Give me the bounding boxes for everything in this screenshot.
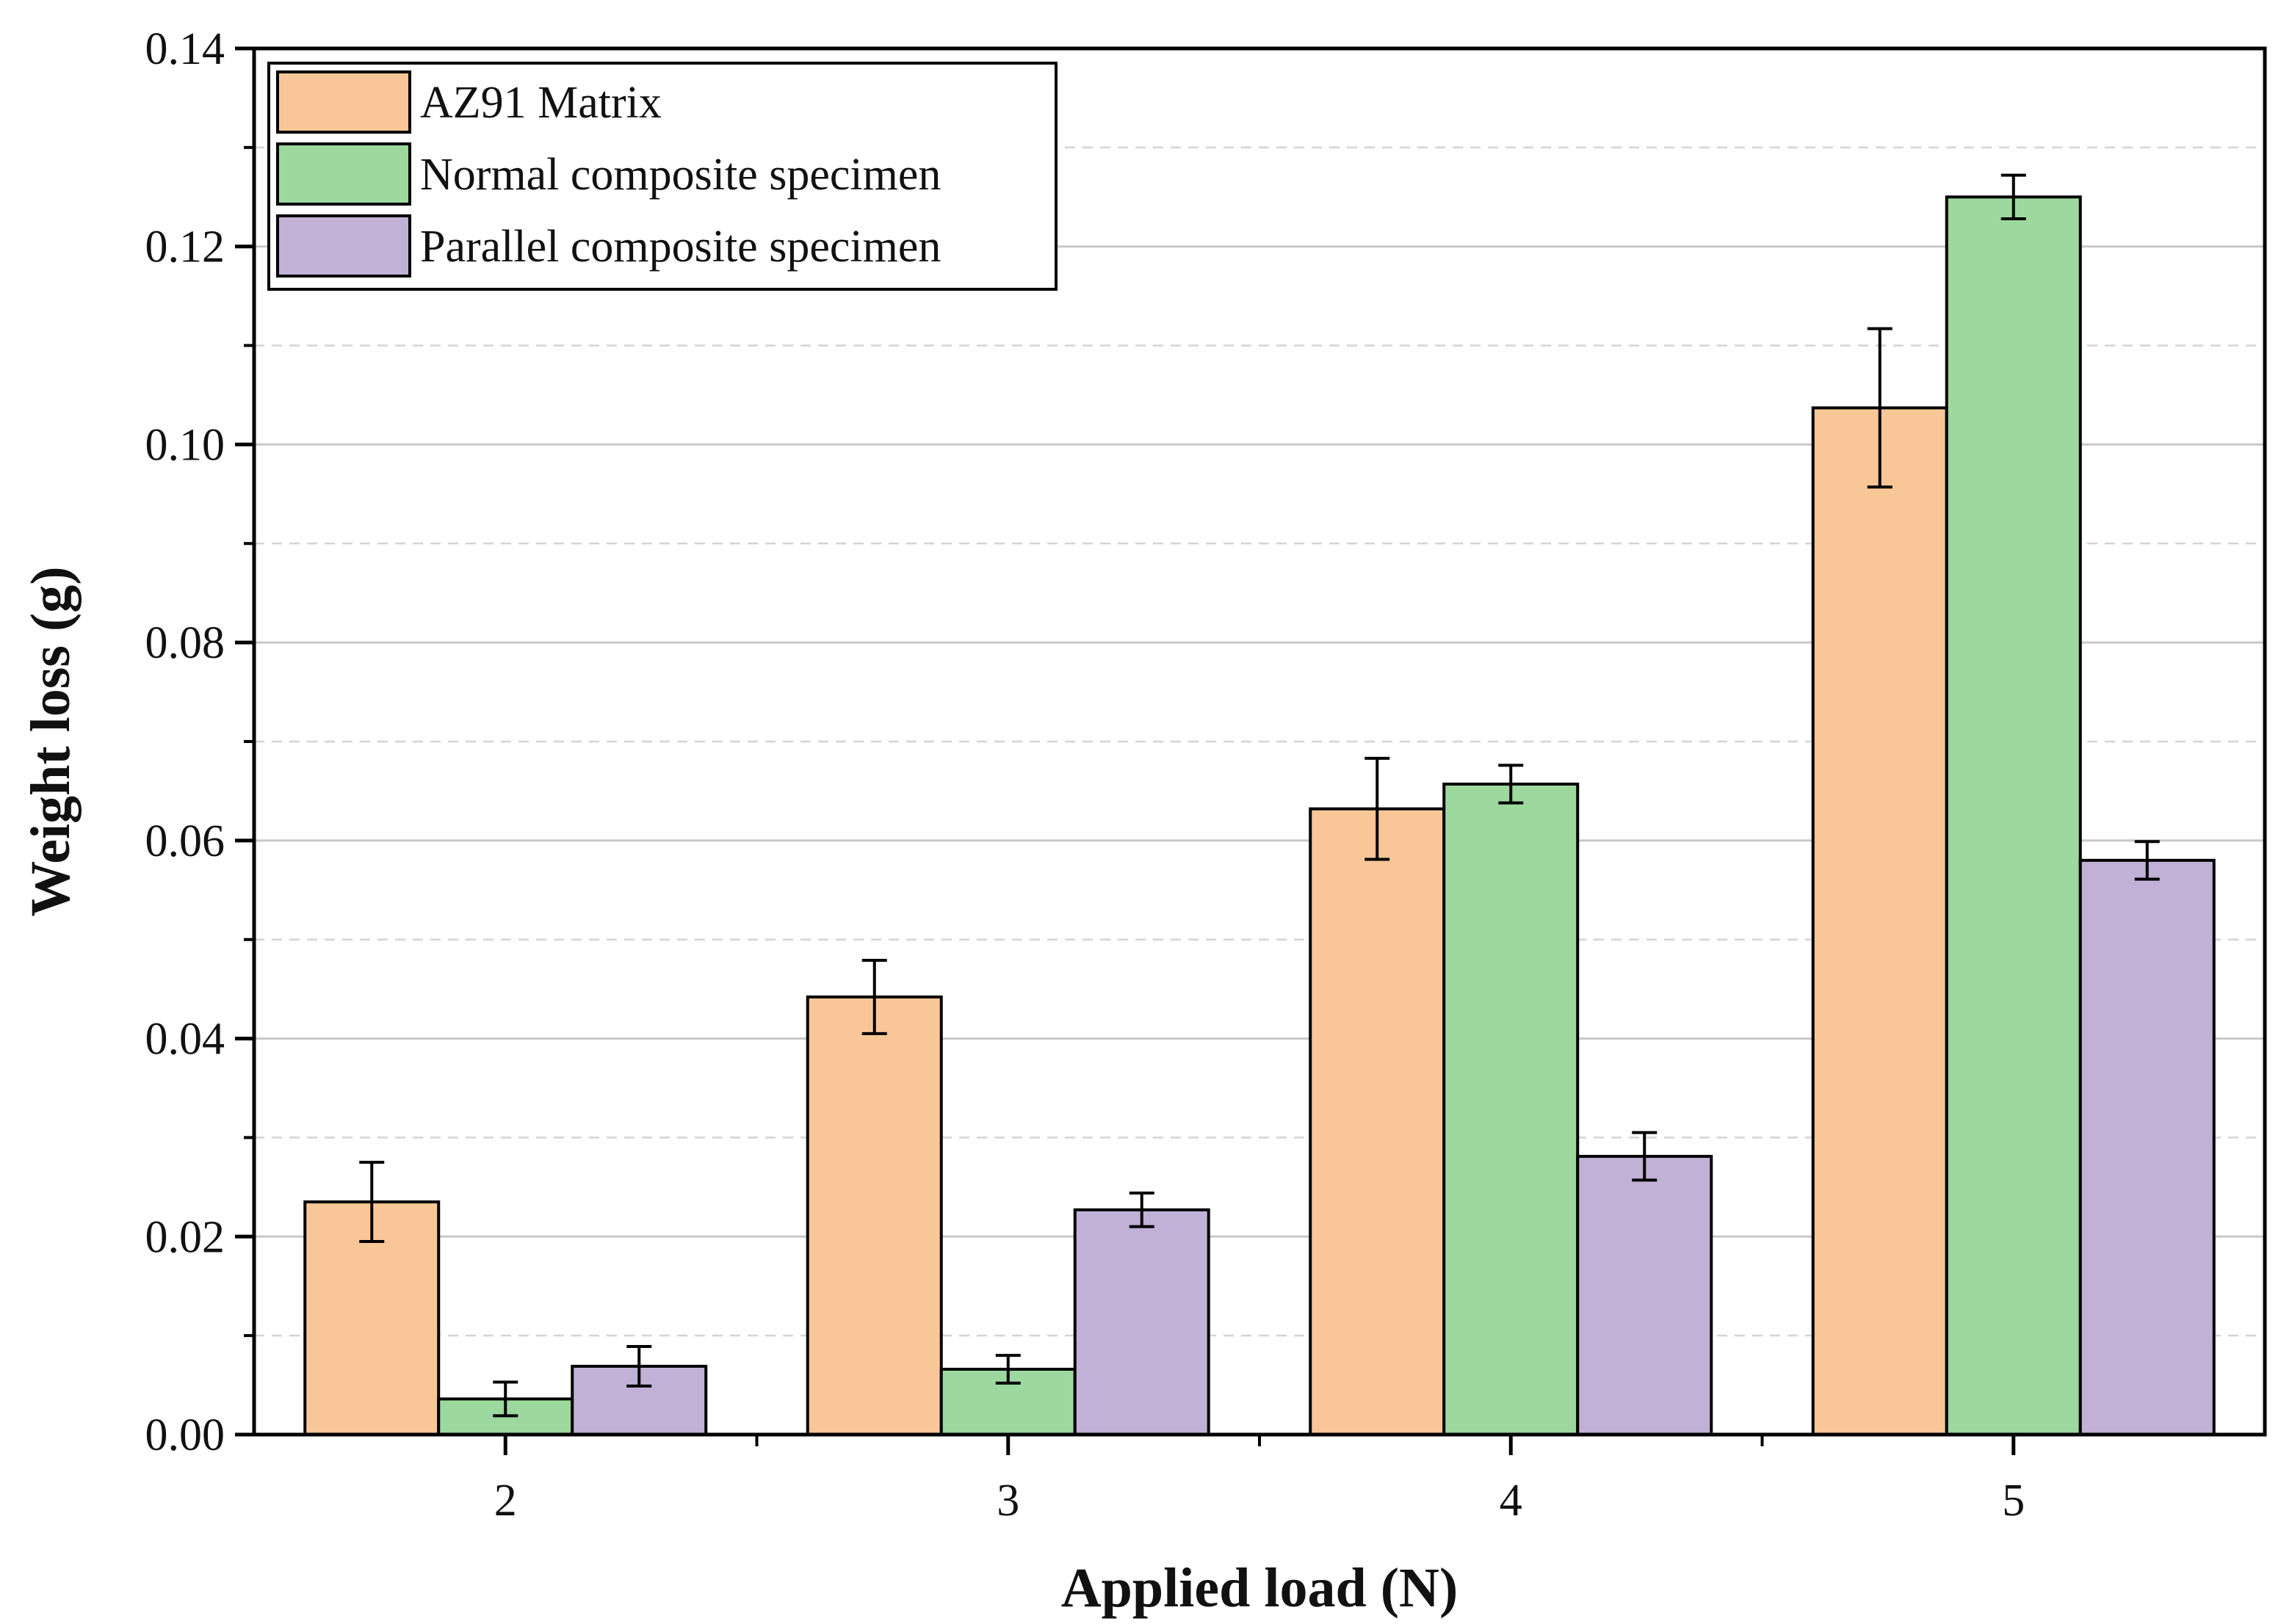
y-tick-label: 0.12 (145, 222, 225, 272)
legend-swatch (276, 214, 411, 278)
y-tick-label: 0.14 (145, 24, 225, 74)
x-tick-label: 3 (997, 1476, 1019, 1526)
bar-az91-matrix (1309, 807, 1446, 1436)
legend-swatch (276, 70, 411, 134)
bar-az91-matrix (303, 1200, 441, 1436)
bars (303, 195, 2216, 1437)
y-tick-labels: 0.00 0.02 0.04 0.06 0.08 0.10 0.12 0.14 (145, 24, 225, 1460)
bar-az91-matrix (806, 995, 943, 1436)
legend-swatch (276, 142, 411, 206)
x-tick-label: 2 (494, 1476, 517, 1526)
error-bars (359, 173, 2160, 1418)
legend: AZ91 Matrix Normal composite specimen Para… (267, 62, 1058, 291)
bar-parallel-composite-specimen (2078, 858, 2216, 1437)
bar-normal-composite-specimen (1442, 782, 1580, 1436)
x-tick-labels: 2 3 4 5 (494, 1476, 2025, 1526)
y-tick-label: 0.00 (145, 1410, 225, 1460)
axis-ticks (235, 46, 2016, 1455)
y-axis-title: Weight loss (g) (20, 566, 82, 916)
legend-label: Parallel composite specimen (420, 222, 941, 272)
y-tick-label: 0.04 (145, 1015, 225, 1065)
bar-az91-matrix (1811, 406, 1948, 1437)
x-tick-label: 5 (2002, 1476, 2025, 1526)
bar-normal-composite-specimen (1945, 195, 2082, 1436)
bar-parallel-composite-specimen (1576, 1155, 1713, 1436)
legend-label: AZ91 Matrix (420, 78, 662, 128)
bar-parallel-composite-specimen (1073, 1208, 1210, 1436)
legend-label: Normal composite specimen (420, 150, 941, 200)
y-tick-label: 0.06 (145, 816, 225, 866)
y-tick-label: 0.10 (145, 420, 225, 470)
y-tick-label: 0.02 (145, 1212, 225, 1262)
y-tick-label: 0.08 (145, 618, 225, 668)
x-tick-label: 4 (1500, 1476, 1522, 1526)
x-axis-title: Applied load (N) (1061, 1557, 1458, 1619)
